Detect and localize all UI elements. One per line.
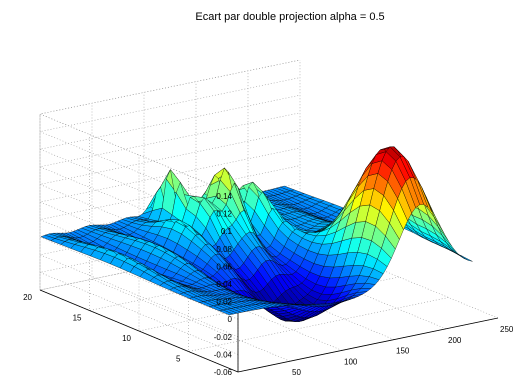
z-tick-label: -0.04: [214, 350, 233, 359]
y-tick-label: 15: [73, 314, 82, 323]
z-tick-label: 0.14: [216, 192, 232, 201]
x-tick-label: 50: [292, 368, 301, 376]
y-tick-label: 10: [122, 334, 131, 343]
tick-labels: -0.06 -0.04 -0.02 0 0.02 0.04 0.06 0.08 0.1 0.12 0…: [23, 192, 514, 376]
z-tick-label: 0.12: [216, 210, 232, 219]
x-axis-line: [237, 317, 499, 373]
y-axis-line: [39, 289, 239, 373]
z-tick-label: 0.1: [221, 227, 233, 236]
surface-mesh: [40, 146, 473, 322]
z-tick-label: 0.06: [216, 262, 232, 271]
y-tick-label: 20: [23, 293, 32, 302]
surface-patch: [458, 254, 473, 262]
x-tick-label: 100: [344, 357, 358, 366]
x-tick-label: 250: [500, 325, 514, 334]
z-tick-label: 0: [228, 315, 233, 324]
z-tick-label: 0.08: [216, 245, 232, 254]
z-tick-label: 0.04: [216, 280, 232, 289]
y-tick-label: 5: [176, 355, 181, 364]
x-tick-label: 200: [448, 336, 462, 345]
z-tick-label: -0.06: [214, 368, 233, 376]
z-tick-label: 0.02: [216, 298, 232, 307]
x-tick-label: 150: [396, 347, 410, 356]
chart-title: Ecart par double projection alpha = 0.5: [195, 11, 384, 23]
z-tick-label: -0.02: [214, 333, 233, 342]
